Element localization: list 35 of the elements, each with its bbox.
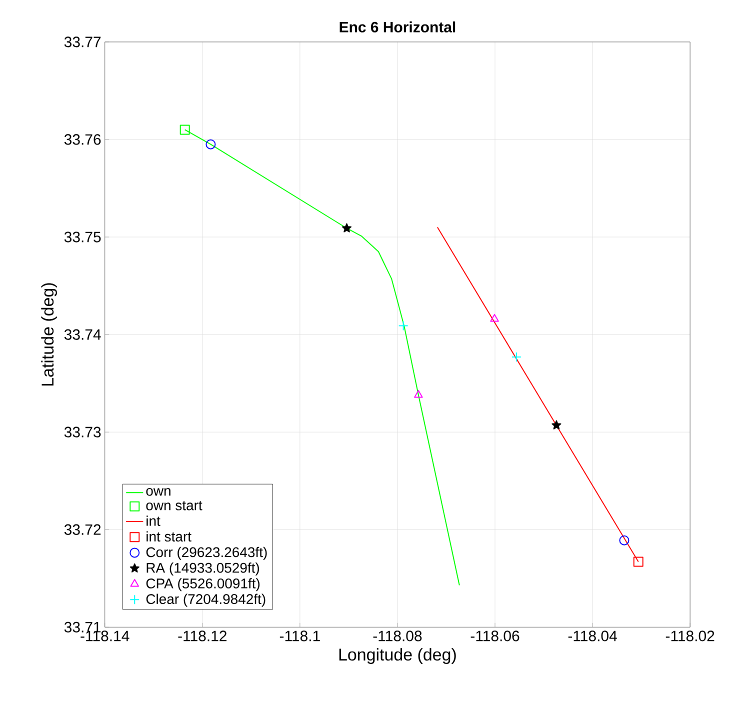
y-tick-label: 33.76 xyxy=(64,134,101,145)
y-tick-label: 33.77 xyxy=(64,36,101,48)
point xyxy=(633,556,644,567)
point xyxy=(342,223,352,232)
x-tick-label: -118.06 xyxy=(470,630,520,642)
legend-label: int xyxy=(146,516,160,526)
legend-label: Clear (7204.9842ft) xyxy=(146,594,266,607)
x-tick-label: -118.1 xyxy=(280,630,320,642)
y-tick-label: 33.72 xyxy=(64,524,101,535)
x-tick-label: -118.14 xyxy=(80,630,130,642)
legend-label: Corr (29623.2643ft) xyxy=(146,546,267,560)
legend-label: RA (14933.0529ft) xyxy=(146,562,260,576)
y-tick-label: 33.71 xyxy=(64,622,101,632)
x-tick-label: -118.02 xyxy=(666,630,714,642)
x-tick-label: -118.04 xyxy=(568,630,617,642)
y-tick-label: 33.74 xyxy=(64,329,101,340)
point xyxy=(398,320,408,331)
y-tick-label: 33.75 xyxy=(64,232,101,242)
legend-label: CPA (5526.0091ft) xyxy=(146,578,260,592)
point xyxy=(552,420,562,430)
point xyxy=(180,124,190,135)
legend-label: int start xyxy=(146,531,192,542)
legend-label: own start xyxy=(146,501,202,510)
point xyxy=(619,535,630,546)
point xyxy=(206,139,216,150)
x-tick-label: -118.08 xyxy=(373,630,422,642)
x-axis-title: Longitude (deg) xyxy=(339,648,456,664)
x-tick-label: -118.12 xyxy=(178,630,226,642)
y-tick-label: 33.73 xyxy=(64,426,101,438)
point xyxy=(490,314,499,322)
legend-label: own xyxy=(146,488,170,496)
y-axis-title: Latitude (deg) xyxy=(41,283,57,386)
point xyxy=(414,390,423,398)
chart-title: Enc 6 Horizontal xyxy=(340,21,456,32)
point xyxy=(511,352,522,362)
